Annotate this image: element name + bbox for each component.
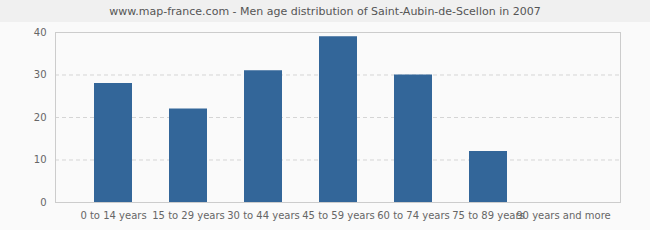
svg-text:30 to 44 years: 30 to 44 years [227, 210, 300, 221]
svg-text:90 years and more: 90 years and more [516, 210, 611, 221]
svg-text:10: 10 [34, 154, 47, 165]
svg-text:45 to 59 years: 45 to 59 years [302, 210, 375, 221]
html-text:www.map-france.com - Men age d: www.map-france.com - Men age distributio… [109, 5, 541, 18]
svg-text:20: 20 [34, 112, 47, 123]
svg-text:30: 30 [34, 69, 47, 80]
svg-text:75 to 89 years: 75 to 89 years [452, 210, 525, 221]
svg-text:15 to 29 years: 15 to 29 years [152, 210, 225, 221]
svg-text:60 to 74 years: 60 to 74 years [377, 210, 450, 221]
svg-text:40: 40 [34, 27, 47, 38]
svg-text:0 to 14 years: 0 to 14 years [80, 210, 146, 221]
svg-text:0: 0 [40, 197, 46, 208]
